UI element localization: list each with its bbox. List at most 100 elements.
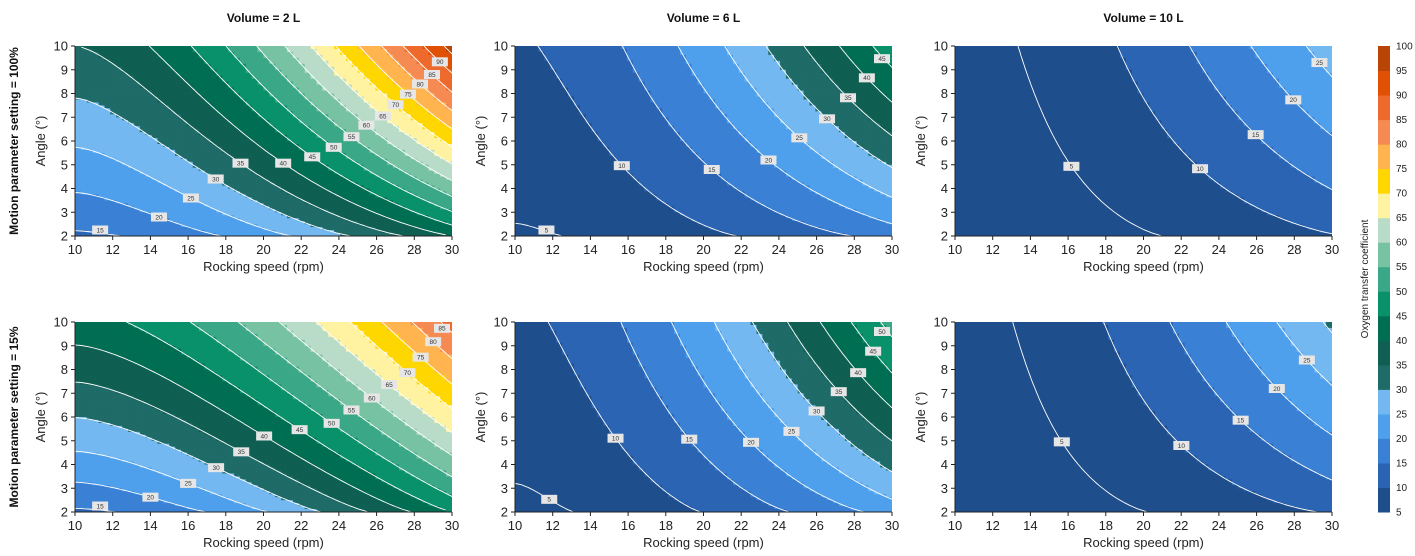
y-tick-label: 5 — [941, 433, 948, 448]
contour-label-60: 60 — [368, 395, 376, 402]
x-tick-label: 20 — [696, 518, 710, 533]
filled-contours — [515, 46, 892, 236]
contour-label-35: 35 — [844, 95, 852, 102]
colorbar-label: Oxygen transfer coefficient — [1360, 219, 1371, 338]
x-tick-label: 12 — [105, 518, 119, 533]
colorbar-band — [1378, 438, 1390, 464]
colorbar-tick-label: 65 — [1396, 213, 1408, 224]
axes: 10 12 14 16 18 20 22 24 26 28 302345678910Rocking … — [913, 315, 1339, 551]
contour-label-5: 5 — [1060, 439, 1064, 446]
y-tick-label: 3 — [941, 481, 948, 496]
contour-label-20: 20 — [155, 214, 163, 221]
x-tick-label: 28 — [847, 518, 861, 533]
x-tick-label: 20 — [1136, 242, 1150, 257]
contour-lines — [1017, 46, 1332, 236]
contour-label-20: 20 — [765, 157, 773, 164]
filled-contours — [75, 46, 452, 236]
contour-label-30: 30 — [212, 176, 220, 183]
contour-label-25: 25 — [187, 195, 195, 202]
contour-label-10: 10 — [618, 163, 626, 170]
contour-label-bg — [412, 352, 429, 362]
y-tick-label: 2 — [941, 229, 948, 244]
y-tick-label: 9 — [941, 338, 948, 353]
contour-label-bg — [381, 380, 398, 390]
y-tick-label: 3 — [501, 481, 508, 496]
x-axis-label: Rocking speed (rpm) — [203, 535, 324, 550]
x-tick-label: 26 — [809, 518, 823, 533]
x-tick-label: 14 — [1023, 242, 1037, 257]
x-tick-label: 30 — [885, 242, 899, 257]
contour-label-20: 20 — [1273, 386, 1281, 393]
contour-label-bg — [424, 70, 441, 79]
x-tick-label: 22 — [734, 518, 748, 533]
x-tick-label: 22 — [294, 242, 308, 257]
contour-label-90: 90 — [436, 59, 444, 66]
contour-label-60: 60 — [363, 122, 371, 129]
x-tick-label: 24 — [772, 242, 786, 257]
colorbar-tick-label: 75 — [1396, 164, 1408, 175]
contour-label-40: 40 — [855, 370, 863, 377]
y-tick-label: 3 — [501, 205, 508, 220]
colorbar-tick-label: 95 — [1396, 66, 1408, 77]
y-tick-label: 10 — [494, 315, 508, 330]
contour-label-80: 80 — [430, 339, 438, 346]
contour-line-75 — [358, 46, 452, 130]
contour-label-bg — [681, 434, 698, 444]
x-tick-label: 10 — [508, 242, 522, 257]
contour-label-bg — [208, 463, 225, 473]
x-tick-label: 18 — [659, 242, 673, 257]
y-tick-label: 9 — [501, 338, 508, 353]
colorbar-band — [1378, 242, 1390, 268]
x-tick-label: 14 — [143, 518, 157, 533]
colorbar-band — [1378, 364, 1390, 390]
y-tick-label: 10 — [54, 39, 68, 54]
axes: 10 12 14 16 18 20 22 24 26 28 302345678910Rocking … — [913, 39, 1339, 275]
y-tick-label: 9 — [941, 62, 948, 77]
contour-label-55: 55 — [348, 407, 356, 414]
colorbar-band — [1378, 95, 1390, 121]
y-tick-label: 4 — [61, 181, 68, 196]
contour-label-bg — [1247, 130, 1264, 140]
contour-label-bg — [830, 387, 847, 397]
y-tick-label: 4 — [501, 457, 508, 472]
contour-label-50: 50 — [330, 145, 338, 152]
x-tick-label: 20 — [256, 242, 270, 257]
contour-label-45: 45 — [309, 154, 317, 161]
contour-label-bg — [232, 158, 249, 168]
contour-label-bg — [92, 501, 109, 511]
colorbar-tick-label: 25 — [1396, 409, 1408, 420]
contour-line-10 — [537, 46, 738, 236]
y-tick-label: 7 — [61, 386, 68, 401]
x-tick-label: 18 — [219, 518, 233, 533]
contour-lines — [515, 322, 892, 512]
colorbar-band — [1378, 487, 1390, 513]
colorbar-band — [1378, 70, 1390, 96]
y-tick-label: 7 — [941, 110, 948, 125]
colorbar-tick-label: 90 — [1396, 91, 1408, 102]
contour-label-bg — [1285, 95, 1302, 105]
contour-line-30 — [1322, 322, 1332, 334]
colorbar-tick-label: 10 — [1396, 483, 1408, 494]
contour-label-bg — [387, 100, 404, 110]
contour-label-bg — [325, 142, 342, 152]
axes: 10 12 14 16 18 20 22 24 26 28 302345678910Rocking … — [33, 39, 459, 275]
x-tick-label: 24 — [1212, 242, 1226, 257]
x-tick-label: 28 — [847, 242, 861, 257]
colorbar-band — [1378, 389, 1390, 415]
column-title-3: Volume = 10 L — [1103, 11, 1183, 25]
y-axis-label: Angle (°) — [913, 392, 928, 443]
contour-label-bg — [363, 393, 380, 403]
contour-label-bg — [374, 111, 391, 121]
contour-label-bg — [1311, 58, 1328, 68]
contour-label-bg — [1063, 161, 1080, 171]
y-tick-label: 8 — [941, 86, 948, 101]
contour-label-bg — [607, 433, 624, 443]
contour-label-bg — [180, 478, 197, 488]
x-tick-label: 20 — [696, 242, 710, 257]
column-title-1: Volume = 2 L — [227, 11, 300, 25]
y-tick-label: 8 — [61, 86, 68, 101]
